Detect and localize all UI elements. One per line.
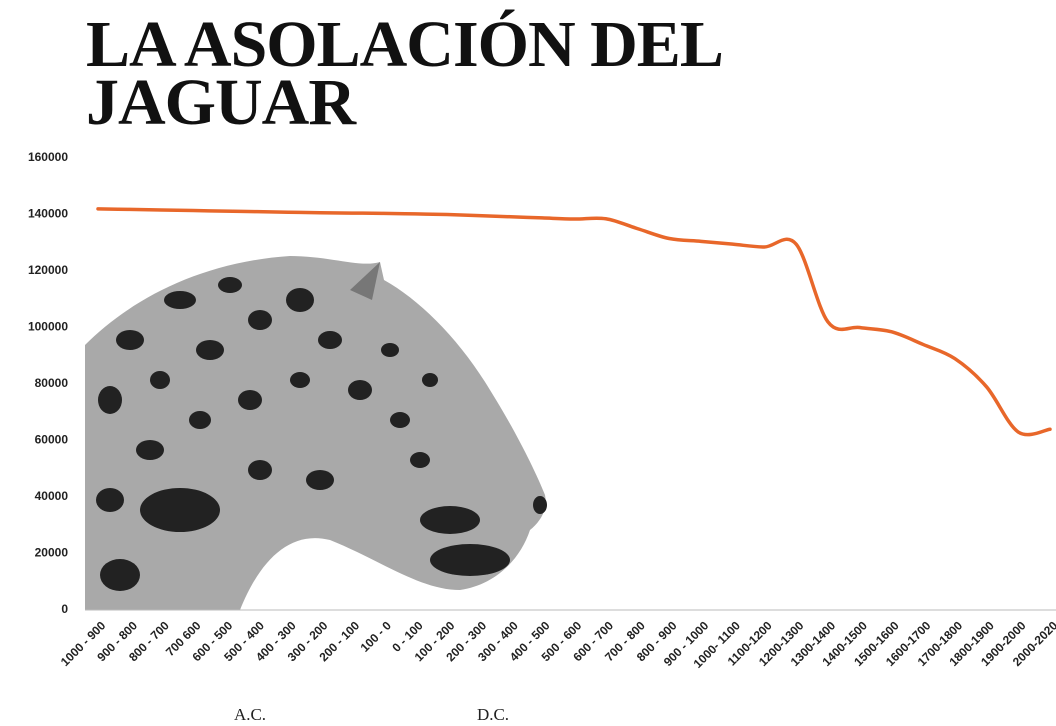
page: 0 20000 40000 60000 80000 100000 120000 140000 1… bbox=[0, 0, 1056, 726]
y-tick-label: 140000 bbox=[28, 207, 68, 221]
y-tick-label: 80000 bbox=[35, 376, 69, 390]
y-tick-label: 100000 bbox=[28, 320, 68, 334]
y-tick-label: 60000 bbox=[35, 433, 69, 447]
y-tick-label: 0 bbox=[61, 602, 68, 616]
y-tick-label: 160000 bbox=[28, 150, 68, 164]
x-tick-label: 100 - 0 bbox=[358, 618, 395, 655]
y-tick-label: 120000 bbox=[28, 263, 68, 277]
y-tick-label: 40000 bbox=[35, 489, 69, 503]
y-tick-label: 20000 bbox=[35, 546, 69, 560]
annotation: A.C. bbox=[234, 705, 266, 724]
chart-title: LA ASOLACIÓN DEL JAGUAR bbox=[86, 16, 786, 132]
annotation: D.C. bbox=[477, 705, 509, 724]
jaguar-image bbox=[85, 256, 547, 610]
